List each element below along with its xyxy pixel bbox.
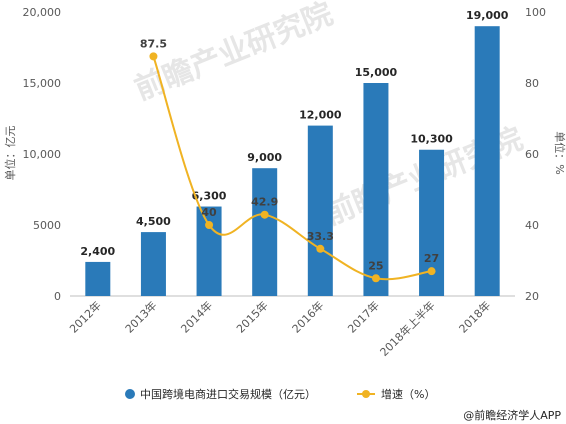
bar-value-label: 10,300 — [410, 133, 453, 146]
left-tick-label: 20,000 — [23, 6, 62, 19]
legend-swatch-line-marker — [362, 390, 370, 398]
plot-area: 0 5000 10,000 15,000 20,000 20 40 60 80 100 2,400 4… — [23, 6, 547, 359]
right-tick-label: 80 — [525, 77, 539, 90]
right-tick-label: 20 — [525, 290, 539, 303]
legend: 中国跨境电商进口交易规模（亿元） 增速（%） — [125, 387, 435, 401]
growth-point — [205, 221, 214, 229]
bar — [140, 232, 166, 296]
bar-value-label: 9,000 — [247, 151, 282, 164]
bar — [252, 168, 278, 296]
x-tick-label: 2015年 — [233, 298, 270, 335]
growth-value-label: 33.3 — [307, 230, 334, 243]
left-tick-label: 5000 — [33, 219, 61, 232]
x-tick-label: 2018年 — [456, 298, 493, 335]
growth-point — [149, 52, 158, 61]
legend-label-line: 增速（%） — [381, 387, 435, 401]
bar-value-label: 19,000 — [466, 9, 509, 22]
growth-value-label: 87.5 — [140, 37, 167, 50]
x-tick-label: 2013年 — [122, 298, 159, 335]
growth-value-label: 42.9 — [251, 196, 278, 209]
growth-value-label: 27 — [424, 252, 439, 265]
x-tick-label: 2018年上半年 — [377, 298, 438, 359]
bar-value-label: 4,500 — [136, 215, 171, 228]
growth-point — [427, 267, 436, 276]
growth-value-label: 40 — [201, 206, 217, 219]
growth-value-label: 25 — [368, 259, 383, 272]
watermark-text: 前瞻产业研究院 — [130, 0, 338, 107]
growth-line — [152, 56, 432, 281]
right-axis-title: 单位：% — [553, 131, 566, 174]
growth-point — [316, 244, 325, 253]
bar-value-label: 12,000 — [299, 109, 342, 122]
bar — [363, 83, 389, 296]
bar-value-label: 2,400 — [80, 245, 115, 258]
left-tick-label: 10,000 — [23, 148, 62, 161]
legend-label-bar: 中国跨境电商进口交易规模（亿元） — [140, 387, 316, 401]
right-tick-label: 100 — [525, 6, 546, 19]
bar — [85, 261, 111, 296]
credit-text: @前瞻经济学人APP — [463, 408, 561, 422]
x-tick-label: 2017年 — [345, 298, 382, 335]
right-tick-label: 60 — [525, 148, 539, 161]
left-tick-label: 15,000 — [23, 77, 62, 90]
growth-point — [371, 274, 380, 283]
bar — [307, 125, 333, 296]
left-tick-label: 0 — [54, 290, 61, 303]
right-tick-label: 40 — [525, 219, 539, 232]
x-tick-label: 2014年 — [178, 298, 215, 335]
bar — [474, 26, 500, 296]
x-tick-label: 2016年 — [289, 298, 326, 335]
bar — [196, 206, 222, 296]
bar-value-label: 15,000 — [355, 66, 398, 79]
left-axis-title: 单位：亿元 — [3, 126, 17, 181]
x-tick-label: 2012年 — [66, 298, 103, 335]
bar-value-label: 6,300 — [192, 190, 227, 203]
growth-point — [260, 210, 269, 219]
legend-swatch-bar — [125, 389, 135, 399]
